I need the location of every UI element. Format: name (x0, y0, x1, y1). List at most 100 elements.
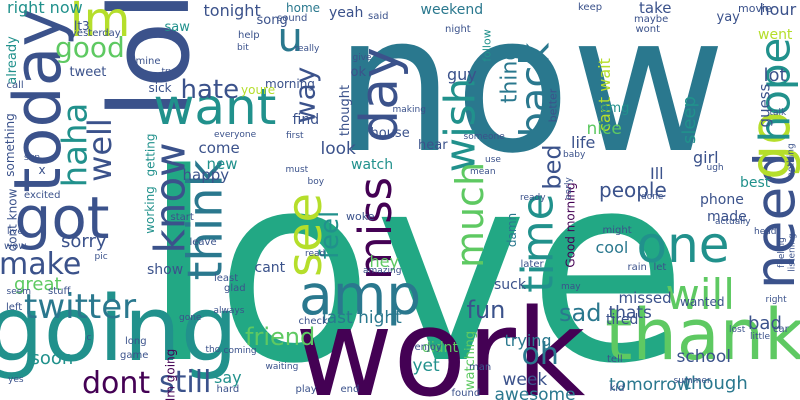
word-gone: gone (179, 312, 202, 323)
word-nothing: nothing (786, 142, 797, 178)
word-tell: tell (607, 354, 623, 365)
word-happy: happy (182, 165, 230, 184)
word-suck: suck (494, 277, 526, 293)
word-great: great (14, 274, 62, 295)
word-end: end (340, 384, 360, 395)
word-nice: nice (586, 118, 622, 139)
word-read: read (305, 248, 326, 259)
word-though: though (684, 373, 748, 394)
word-week: week (502, 369, 548, 390)
word-lot: lot (763, 65, 787, 86)
word-weekend: weekend (420, 2, 484, 18)
word-people: people (599, 178, 667, 202)
word-twitter: twitter (24, 287, 137, 327)
word-tired: tired (606, 312, 639, 328)
word-want: want (153, 78, 277, 136)
word-phone: phone (700, 192, 744, 208)
word-feeling: feeling (776, 236, 787, 268)
word-help: help (238, 30, 260, 41)
word-making: making (392, 104, 426, 115)
word-made: made (707, 209, 747, 225)
word-u: u (277, 15, 303, 61)
word-already: already (4, 35, 20, 85)
word-take: take (639, 0, 672, 17)
word-coming: coming (223, 345, 257, 356)
word-said: said (368, 11, 389, 22)
word-soon: soon (30, 348, 74, 369)
word-keep: keep (578, 2, 603, 13)
word-stuff: stuff (48, 286, 71, 297)
word-use: use (485, 154, 501, 165)
word-girl: girl (693, 148, 719, 167)
word-still: still (159, 365, 212, 400)
word-leave: leave (189, 237, 217, 248)
word-better: better (546, 88, 560, 122)
word-really: really (294, 43, 320, 54)
word-follow: follow (480, 28, 494, 62)
word-bed: bed (538, 144, 567, 190)
word-lt3: lt3 (74, 19, 90, 33)
word-waiting: waiting (265, 361, 299, 372)
word-game: game (120, 350, 149, 361)
word-car: car (773, 324, 789, 335)
word-find: find (292, 112, 320, 128)
word-ready: ready (520, 192, 546, 203)
word-right: right (765, 294, 787, 305)
word-dont: dont (82, 366, 151, 400)
word-damn: damn (505, 212, 520, 248)
word-lost: lost (729, 324, 746, 335)
word-tho: tho (205, 344, 221, 355)
word-hey: hey (369, 252, 399, 271)
word-cant: cant (254, 260, 286, 276)
word-trying: trying (504, 331, 552, 350)
word-wont: wont (635, 24, 661, 35)
word-friend: friend (245, 323, 316, 351)
word-woke: woke (346, 209, 375, 223)
word-little: little (750, 331, 771, 342)
word-sun: sun (24, 152, 41, 163)
word-movie: movie (738, 1, 772, 15)
word-fun: fun (466, 296, 506, 324)
word-youre: youre (241, 83, 276, 97)
word-check: check (298, 316, 328, 327)
word-home: home (286, 1, 321, 15)
word-cool: cool (595, 238, 629, 257)
word-early: early (563, 176, 574, 200)
word-enjoy: enjoy (414, 342, 442, 353)
word-show: show (147, 262, 184, 278)
word-live: live (7, 226, 23, 237)
word-sad: sad (559, 299, 602, 327)
word-summer: summer (673, 375, 711, 386)
word-call: call (6, 80, 24, 91)
word-good: good (55, 31, 125, 64)
word-one: one (636, 216, 730, 274)
word-wanted: wanted (680, 295, 725, 309)
word-thats: thats (608, 302, 652, 323)
word-amp: amp (299, 262, 422, 327)
word-wish: wish (434, 77, 484, 173)
word-rain: rain (627, 262, 647, 273)
word-listening: listening (787, 232, 798, 272)
word-work: work (295, 285, 586, 400)
word-amazing: amazing (363, 265, 402, 276)
word-sound: sound (277, 13, 308, 24)
word-didnt: didnt (422, 340, 459, 356)
word-seem: seem (6, 286, 32, 297)
word-ugh: ugh (706, 162, 724, 173)
word-something: something (2, 113, 17, 177)
word-hear: hear (418, 137, 448, 153)
word-guy: guy (447, 65, 477, 84)
word-now: now (334, 0, 727, 195)
word-left: left (6, 302, 23, 313)
word-guess: guess (755, 83, 774, 127)
word-oh: oh (521, 337, 559, 372)
word-kid: kid (609, 383, 625, 394)
word-hate: hate (180, 75, 240, 105)
word-look: look (320, 138, 356, 159)
word-come: come (198, 138, 240, 157)
word-ill: Ill (650, 164, 664, 183)
word-will: will (665, 270, 735, 319)
word-glad: glad (224, 283, 246, 294)
word-wow: wow (4, 241, 27, 252)
